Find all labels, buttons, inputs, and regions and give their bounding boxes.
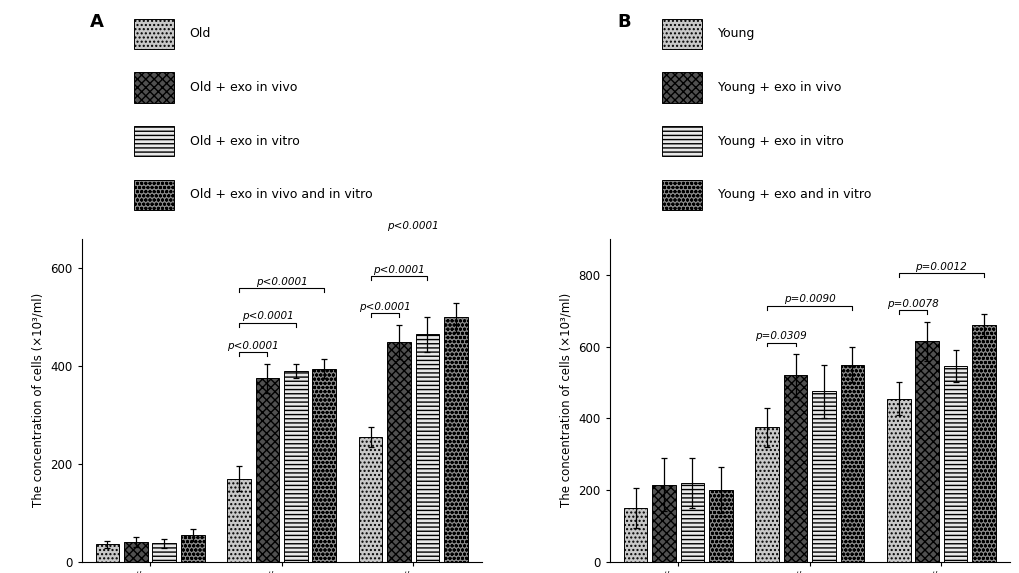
Bar (256, 378, 279, 562)
Text: p=0.0078: p=0.0078 (887, 299, 937, 309)
Text: p<0.0001: p<0.0001 (373, 265, 425, 275)
Text: Old + exo in vitro: Old + exo in vitro (190, 135, 300, 148)
Bar (133, 72, 173, 103)
Text: p<0.0001: p<0.0001 (242, 312, 293, 321)
Text: Young + exo and in vitro: Young + exo and in vitro (717, 189, 870, 201)
Bar (133, 126, 173, 156)
Bar (283, 371, 308, 562)
Bar (152, 543, 176, 562)
Text: p<0.0001: p<0.0001 (387, 221, 439, 231)
Bar (754, 427, 779, 562)
Text: p<0.0001: p<0.0001 (256, 277, 307, 287)
Bar (133, 18, 173, 49)
Bar (359, 437, 382, 562)
Text: p=0.0309: p=0.0309 (755, 331, 806, 341)
Bar (623, 508, 647, 562)
Bar (811, 391, 835, 562)
Bar (840, 364, 863, 562)
Text: Young + exo in vitro: Young + exo in vitro (717, 135, 843, 148)
Bar (312, 368, 336, 562)
Bar (227, 478, 251, 562)
Bar (680, 482, 703, 562)
Bar (661, 18, 701, 49)
Text: A: A (90, 13, 103, 31)
Y-axis label: The concentration of cells (×10³/ml): The concentration of cells (×10³/ml) (559, 293, 573, 508)
Text: p<0.0001: p<0.0001 (359, 302, 411, 312)
Bar (443, 317, 468, 562)
Bar (180, 535, 205, 562)
Bar (661, 72, 701, 103)
Text: Young + exo in vivo: Young + exo in vivo (717, 81, 841, 94)
Bar (886, 399, 910, 562)
Bar (943, 366, 966, 562)
Text: p=0.0012: p=0.0012 (915, 262, 966, 272)
Text: Old: Old (190, 28, 211, 40)
Bar (96, 544, 119, 562)
Bar (661, 180, 701, 210)
Bar (415, 335, 439, 562)
Bar (971, 325, 995, 562)
Bar (651, 485, 676, 562)
Bar (661, 126, 701, 156)
Text: B: B (618, 13, 631, 31)
Text: Old + exo in vivo: Old + exo in vivo (190, 81, 297, 94)
Bar (124, 542, 148, 562)
Text: Old + exo in vivo and in vitro: Old + exo in vivo and in vitro (190, 189, 372, 201)
Text: Young: Young (717, 28, 754, 40)
Bar (387, 342, 411, 562)
Y-axis label: The concentration of cells (×10³/ml): The concentration of cells (×10³/ml) (32, 293, 45, 508)
Text: p=0.0090: p=0.0090 (784, 295, 835, 304)
Text: p<0.0001: p<0.0001 (227, 341, 279, 351)
Bar (783, 375, 807, 562)
Bar (708, 490, 732, 562)
Bar (914, 342, 938, 562)
Bar (133, 180, 173, 210)
